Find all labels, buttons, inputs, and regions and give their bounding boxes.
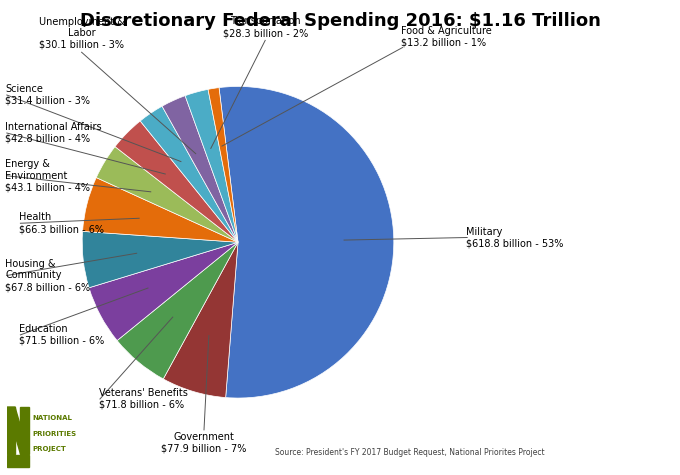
Wedge shape (82, 178, 238, 242)
Wedge shape (82, 231, 238, 288)
Wedge shape (89, 242, 238, 341)
Text: Housing &
Community
$67.8 billion - 6%: Housing & Community $67.8 billion - 6% (5, 259, 90, 292)
Text: Military
$618.8 billion - 53%: Military $618.8 billion - 53% (466, 227, 563, 248)
Wedge shape (162, 95, 238, 242)
Text: Government
$77.9 billion - 7%: Government $77.9 billion - 7% (161, 432, 247, 454)
Text: NATIONAL: NATIONAL (33, 415, 73, 421)
Wedge shape (219, 86, 394, 398)
Polygon shape (7, 407, 29, 454)
Text: Discretionary Federal Spending 2016: $1.16 Trillion: Discretionary Federal Spending 2016: $1.… (80, 12, 600, 30)
Text: Veterans' Benefits
$71.8 billion - 6%: Veterans' Benefits $71.8 billion - 6% (99, 388, 188, 410)
Text: PROJECT: PROJECT (33, 446, 67, 452)
Text: Health
$66.3 billion - 6%: Health $66.3 billion - 6% (19, 212, 104, 234)
Text: Source: President's FY 2017 Budget Request, National Priorites Project: Source: President's FY 2017 Budget Reque… (275, 448, 545, 457)
Text: Science
$31.4 billion - 3%: Science $31.4 billion - 3% (5, 84, 90, 106)
Wedge shape (117, 242, 238, 379)
Text: Education
$71.5 billion - 6%: Education $71.5 billion - 6% (19, 324, 104, 346)
Text: PRIORITIES: PRIORITIES (33, 431, 77, 437)
Bar (7, 407, 15, 454)
Wedge shape (208, 87, 238, 242)
Wedge shape (185, 89, 238, 242)
Bar (7, 455, 29, 467)
Wedge shape (97, 147, 238, 242)
Text: Transportation
$28.3 billion - 2%: Transportation $28.3 billion - 2% (222, 17, 308, 38)
Text: Unemployment &
Labor
$30.1 billion - 3%: Unemployment & Labor $30.1 billion - 3% (39, 17, 124, 50)
Wedge shape (163, 242, 238, 398)
Text: Food & Agriculture
$13.2 billion - 1%: Food & Agriculture $13.2 billion - 1% (401, 26, 492, 48)
Bar (20, 407, 29, 454)
Wedge shape (140, 106, 238, 242)
Text: Energy &
Environment
$43.1 billion - 4%: Energy & Environment $43.1 billion - 4% (5, 159, 90, 192)
Text: International Affairs
$42.8 billion - 4%: International Affairs $42.8 billion - 4% (5, 122, 102, 144)
Wedge shape (115, 121, 238, 242)
